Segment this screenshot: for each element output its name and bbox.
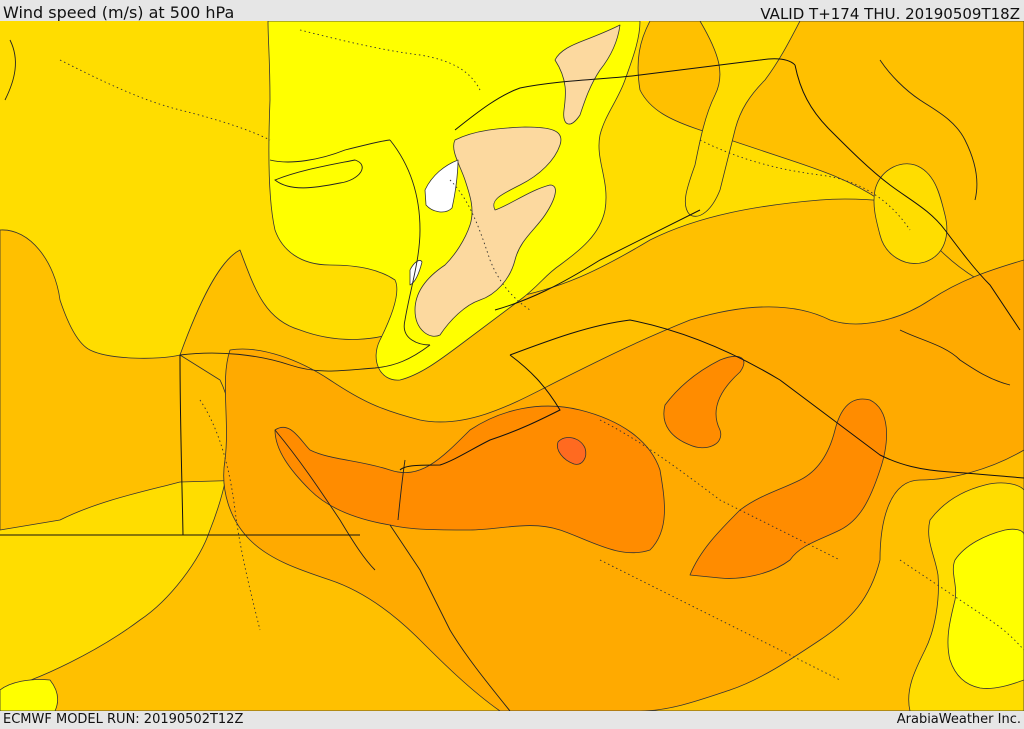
coastline-small-sea <box>4 39 16 101</box>
coastline-mediterranean-east <box>269 139 391 163</box>
coastline-red-sea-east <box>389 524 511 711</box>
coastline-gulf-of-aqaba <box>397 459 406 521</box>
admin-boundary-5 <box>449 179 531 311</box>
provider-credit: ArabiaWeather Inc. <box>896 712 1021 727</box>
admin-boundary-4 <box>199 399 261 631</box>
contour-white <box>424 159 459 213</box>
coastline-caspian-west <box>879 59 978 201</box>
contour-yellow-southwest <box>0 679 59 711</box>
admin-boundary-3 <box>599 419 841 561</box>
border-iraq-iran <box>794 64 1021 331</box>
border-jordan-saudi <box>399 354 561 471</box>
coastline-egypt-north <box>179 344 431 372</box>
contour-peach-levant <box>414 126 562 337</box>
admin-boundary-7 <box>299 29 481 91</box>
model-run-label: ECMWF MODEL RUN: 20190502T12Z <box>3 712 244 727</box>
valid-time-label: VALID T+174 THU. 20190509T18Z <box>760 5 1020 23</box>
border-iraq-saudi <box>509 319 1024 479</box>
border-egypt-libya <box>179 354 184 536</box>
map-title: Wind speed (m/s) at 500 hPa <box>3 3 235 22</box>
contour-dark-orange-east <box>689 398 887 579</box>
admin-boundary-6 <box>599 559 841 681</box>
map-canvas <box>0 21 1024 711</box>
contour-light-gold-tongue <box>684 21 801 217</box>
admin-boundary-8 <box>899 559 1024 651</box>
header-bar: Wind speed (m/s) at 500 hPa VALID T+174 … <box>0 0 1024 23</box>
coastline-red-sea-west <box>274 429 376 571</box>
contour-dark-orange-centre <box>663 356 745 449</box>
wind-speed-map[interactable] <box>0 21 1024 711</box>
coastline-cyprus <box>274 159 363 189</box>
footer-bar: ECMWF MODEL RUN: 20190502T12Z ArabiaWeat… <box>0 711 1024 729</box>
contour-peach-north <box>554 24 621 125</box>
contour-yellow-southeast <box>947 528 1024 689</box>
coastline-levant <box>389 139 431 346</box>
contour-light-gold-oval <box>873 163 948 264</box>
border-turkey-syria <box>454 58 796 131</box>
border-iraq-syria <box>494 209 701 311</box>
contour-red-orange-spot <box>556 437 587 465</box>
coastline-persian-gulf <box>899 329 1011 386</box>
admin-boundary-1 <box>59 59 271 141</box>
